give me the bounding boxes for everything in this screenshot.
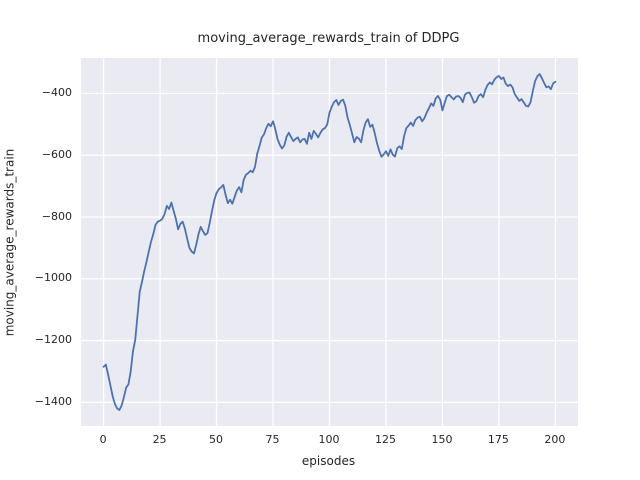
x-tick-label: 175 (487, 433, 509, 446)
x-tick-label: 125 (374, 433, 396, 446)
x-tick-label: 0 (99, 433, 107, 446)
chart-title: moving_average_rewards_train of DDPG (197, 31, 460, 46)
x-tick-label: 100 (318, 433, 340, 446)
y-tick-label: −600 (41, 147, 72, 161)
y-tick-label: −400 (41, 86, 72, 99)
x-tick-label: 200 (544, 433, 566, 446)
y-axis-label: moving_average_rewards_train (2, 148, 17, 337)
x-tick-label: 25 (152, 433, 167, 446)
line-chart-canvas (80, 57, 578, 427)
y-tick-label: −1200 (34, 333, 72, 347)
y-tick-label: −1000 (34, 271, 72, 285)
x-tick-label: 50 (209, 433, 224, 446)
y-tick-label: −1400 (34, 394, 72, 408)
x-tick-label: 150 (431, 433, 453, 446)
x-tick-label: 75 (265, 433, 280, 446)
y-tick-label: −800 (41, 209, 72, 223)
x-axis-label: episodes (301, 454, 356, 468)
series-line-moving_average_rewards_train (102, 72, 556, 411)
plot-area (80, 57, 578, 427)
